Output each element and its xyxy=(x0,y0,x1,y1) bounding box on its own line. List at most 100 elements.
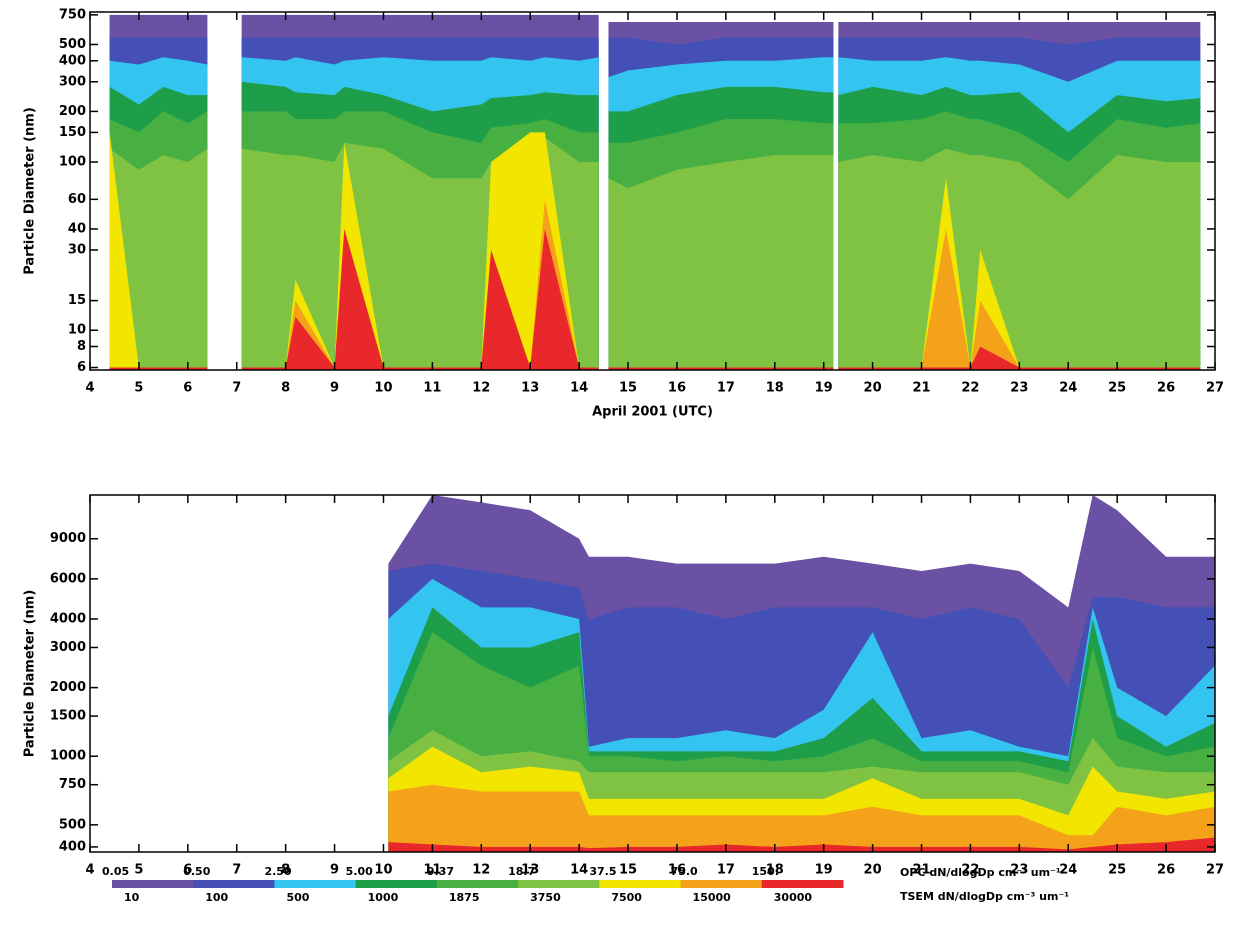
y-axis-label: Particle Diameter (nm) xyxy=(23,107,38,275)
x-tick-label: 27 xyxy=(1206,863,1224,878)
colorbar-swatch xyxy=(680,880,763,888)
colorbar-label: 7500 xyxy=(611,891,642,904)
colorbar-swatch xyxy=(761,880,844,888)
x-tick-label: 15 xyxy=(619,863,637,878)
colorbar-label: 500 xyxy=(286,891,309,904)
colorbar-swatch xyxy=(355,880,438,888)
x-tick-label: 4 xyxy=(85,863,94,878)
colorbar-label: 37.5 xyxy=(589,865,616,878)
x-tick-label: 21 xyxy=(912,863,930,878)
y-tick-label: 400 xyxy=(59,53,86,68)
contour-band xyxy=(109,137,1201,370)
colorbar-label: 150. xyxy=(752,865,779,878)
plot-frame xyxy=(89,11,1216,371)
x-tick-label: 19 xyxy=(815,381,833,396)
y-tick-label: 9000 xyxy=(50,531,86,546)
x-tick-label: 6 xyxy=(183,863,192,878)
plot-frame xyxy=(89,494,1216,853)
colorbar-label: 15000 xyxy=(693,891,732,904)
y-tick-label: 8 xyxy=(77,339,86,354)
colorbar-swatch xyxy=(274,880,357,888)
x-tick-label: 19 xyxy=(815,863,833,878)
y-tick-label: 1000 xyxy=(50,749,86,764)
opc-title: OPC dN/dlogDp cm⁻³ um⁻¹ xyxy=(900,866,1061,879)
colorbar-label: 9.37 xyxy=(427,865,454,878)
colorbar-label: 1000 xyxy=(368,891,399,904)
colorbar-swatch xyxy=(436,880,519,888)
y-tick-label: 400 xyxy=(59,839,86,854)
colorbar-label: 0.50 xyxy=(183,865,210,878)
x-tick-label: 22 xyxy=(961,381,979,396)
colorbar-label: 1875 xyxy=(449,891,480,904)
colorbar-label: 10 xyxy=(124,891,140,904)
x-tick-label: 9 xyxy=(330,381,339,396)
x-tick-label: 23 xyxy=(1010,381,1028,396)
y-tick-label: 750 xyxy=(59,777,86,792)
x-tick-label: 16 xyxy=(668,863,686,878)
x-tick-label: 23 xyxy=(1010,863,1028,878)
x-tick-label: 12 xyxy=(472,863,490,878)
x-tick-label: 26 xyxy=(1157,381,1175,396)
y-axis-label: Particle Diameter (nm) xyxy=(23,590,38,758)
x-tick-label: 24 xyxy=(1059,863,1077,878)
y-tick-label: 100 xyxy=(59,155,86,170)
y-tick-label: 15 xyxy=(68,293,86,308)
x-tick-label: 9 xyxy=(330,863,339,878)
y-tick-label: 3000 xyxy=(50,640,86,655)
x-tick-label: 17 xyxy=(717,863,735,878)
x-tick-label: 18 xyxy=(766,863,784,878)
colorbar-swatch xyxy=(599,880,682,888)
colorbar-label: 3750 xyxy=(530,891,561,904)
y-tick-label: 40 xyxy=(68,221,86,236)
y-tick-label: 2000 xyxy=(50,680,86,695)
plot-area xyxy=(388,495,1215,852)
x-tick-label: 13 xyxy=(521,381,539,396)
y-tick-label: 6000 xyxy=(50,571,86,586)
x-tick-label: 10 xyxy=(374,381,392,396)
x-tick-label: 15 xyxy=(619,381,637,396)
x-tick-label: 11 xyxy=(423,381,441,396)
y-tick-label: 60 xyxy=(68,192,86,207)
x-tick-label: 5 xyxy=(134,381,143,396)
colorbar-label: 30000 xyxy=(774,891,813,904)
x-tick-label: 10 xyxy=(374,863,392,878)
x-tick-label: 7 xyxy=(232,381,241,396)
x-tick-label: 14 xyxy=(570,381,588,396)
y-tick-label: 200 xyxy=(59,104,86,119)
x-tick-label: 17 xyxy=(717,381,735,396)
y-tick-label: 150 xyxy=(59,125,86,140)
plot-area xyxy=(109,14,1201,370)
colorbar-swatch xyxy=(112,880,194,888)
x-tick-label: 16 xyxy=(668,381,686,396)
x-tick-label: 25 xyxy=(1108,381,1126,396)
contour-band xyxy=(388,837,1215,852)
x-tick-label: 26 xyxy=(1157,863,1175,878)
colorbar-swatch xyxy=(518,880,600,888)
y-tick-label: 500 xyxy=(59,37,86,52)
x-tick-label: 24 xyxy=(1059,381,1077,396)
colorbar-label: 18.7 xyxy=(508,865,535,878)
contour-band xyxy=(388,784,1215,852)
x-tick-label: 12 xyxy=(472,381,490,396)
colorbar-swatch xyxy=(193,880,275,888)
tsem-title: TSEM dN/dlogDp cm⁻³ um⁻¹ xyxy=(900,890,1069,903)
x-tick-label: 5 xyxy=(134,863,143,878)
x-tick-label: 18 xyxy=(766,381,784,396)
colorbar-label: 100 xyxy=(205,891,228,904)
x-axis-label: April 2001 (UTC) xyxy=(592,405,713,420)
y-tick-label: 10 xyxy=(68,323,86,338)
colorbar-label: 5.00 xyxy=(346,865,373,878)
x-tick-label: 8 xyxy=(281,863,290,878)
x-tick-label: 6 xyxy=(183,381,192,396)
y-tick-label: 6 xyxy=(77,360,86,375)
y-tick-label: 500 xyxy=(59,817,86,832)
x-tick-label: 20 xyxy=(864,863,882,878)
y-tick-label: 4000 xyxy=(50,612,86,627)
x-tick-label: 7 xyxy=(232,863,241,878)
x-tick-label: 21 xyxy=(912,381,930,396)
x-tick-label: 8 xyxy=(281,381,290,396)
x-tick-label: 13 xyxy=(521,863,539,878)
x-tick-label: 20 xyxy=(864,381,882,396)
y-tick-label: 1500 xyxy=(50,709,86,724)
